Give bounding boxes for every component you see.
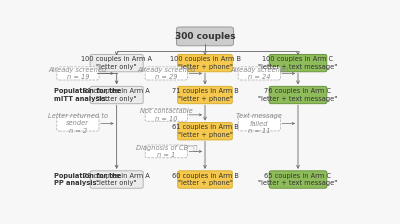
Text: Already screened
n = 24: Already screened n = 24 (230, 67, 288, 80)
Text: 100 couples in Arm B
"letter + phone": 100 couples in Arm B "letter + phone" (170, 56, 240, 70)
FancyBboxPatch shape (90, 171, 143, 188)
Text: 300 couples: 300 couples (175, 32, 235, 41)
FancyBboxPatch shape (238, 67, 280, 80)
Text: 100 couples in Arm A
"letter only": 100 couples in Arm A "letter only" (81, 56, 152, 70)
FancyBboxPatch shape (90, 54, 143, 72)
FancyBboxPatch shape (178, 171, 232, 188)
Text: Population for the
PP analysis:: Population for the PP analysis: (54, 173, 121, 186)
FancyBboxPatch shape (145, 67, 187, 80)
Text: Letter returned to
sender
n = 2: Letter returned to sender n = 2 (48, 113, 108, 134)
Text: 100 couples in Arm C
"letter + text message": 100 couples in Arm C "letter + text mess… (258, 56, 338, 70)
Text: 61 couples in Arm B
"letter + phone": 61 couples in Arm B "letter + phone" (172, 125, 238, 138)
FancyBboxPatch shape (269, 54, 327, 72)
Text: 60 couples in Arm B
"letter + phone": 60 couples in Arm B "letter + phone" (172, 173, 238, 186)
FancyBboxPatch shape (238, 116, 280, 131)
Text: Diagnosis of CBᵒˢᵜ
n = 1: Diagnosis of CBᵒˢᵜ n = 1 (136, 144, 197, 158)
FancyBboxPatch shape (57, 116, 99, 131)
FancyBboxPatch shape (145, 108, 187, 121)
Text: Population for the
mITT analysis:: Population for the mITT analysis: (54, 88, 121, 102)
Text: Already screened
n = 19: Already screened n = 19 (49, 67, 107, 80)
Text: Already screened
n = 29: Already screened n = 29 (137, 67, 195, 80)
Text: 65 couples in Arm C
"letter + text message": 65 couples in Arm C "letter + text messa… (258, 173, 338, 186)
Text: 71 couples in Arm B
"letter + phone": 71 couples in Arm B "letter + phone" (172, 88, 238, 102)
FancyBboxPatch shape (269, 86, 327, 104)
Text: 81 couples in Arm A
"letter only": 81 couples in Arm A "letter only" (83, 88, 150, 102)
Text: 76 couples in Arm C
"letter + text message": 76 couples in Arm C "letter + text messa… (258, 88, 338, 102)
FancyBboxPatch shape (178, 54, 232, 72)
FancyBboxPatch shape (269, 171, 327, 188)
Text: Text message
failed
n = 11: Text message failed n = 11 (236, 113, 282, 134)
FancyBboxPatch shape (178, 86, 232, 104)
FancyBboxPatch shape (145, 145, 187, 158)
Text: 79 couples in Arm A
"letter only": 79 couples in Arm A "letter only" (83, 173, 150, 186)
FancyBboxPatch shape (57, 67, 99, 80)
FancyBboxPatch shape (178, 123, 232, 140)
FancyBboxPatch shape (90, 86, 143, 104)
FancyBboxPatch shape (176, 27, 234, 46)
Text: Not contactable
n = 10: Not contactable n = 10 (140, 108, 193, 122)
